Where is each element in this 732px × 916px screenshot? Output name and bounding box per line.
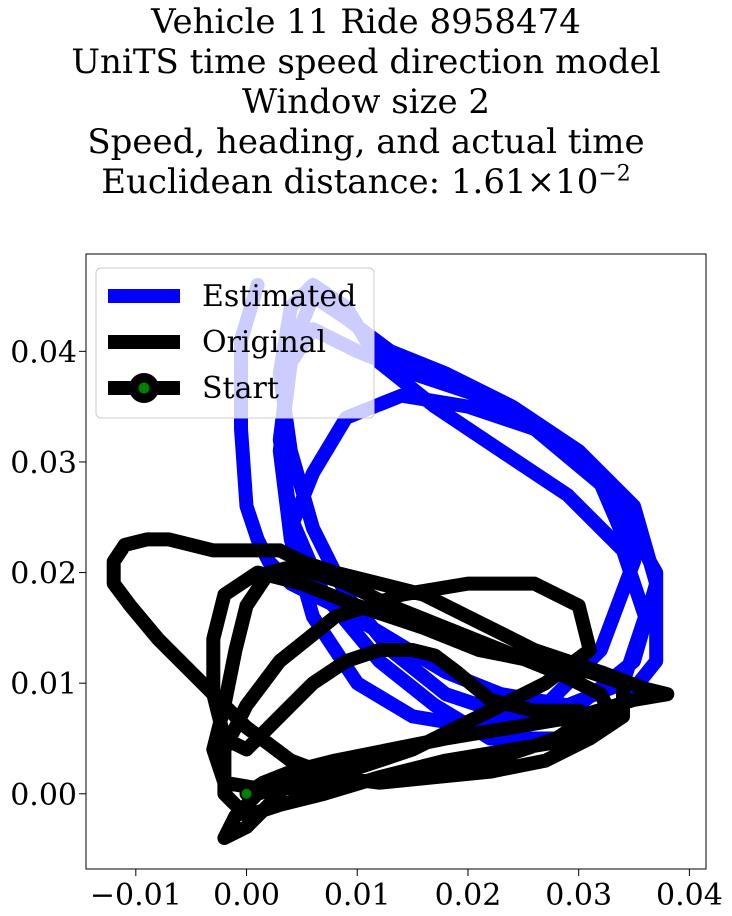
y-tick-label: 0.01: [10, 667, 77, 702]
title-line-4: Speed, heading, and actual time: [87, 122, 645, 162]
x-tick-label: −0.01: [90, 878, 182, 913]
x-tick-label: 0.04: [656, 878, 723, 913]
title-line-2: UniTS time speed direction model: [71, 42, 661, 82]
legend-label-start: Start: [202, 371, 279, 406]
title-times-sign: ×: [526, 162, 556, 202]
x-tick-label: 0.03: [545, 878, 612, 913]
title-line-3: Window size 2: [241, 82, 491, 122]
y-tick-label: 0.02: [10, 557, 77, 592]
legend-label-original: Original: [202, 325, 326, 360]
series-layer: [106, 278, 675, 845]
legend: Estimated Original Start: [95, 267, 375, 419]
start-marker: [240, 787, 253, 800]
x-tick-label: 0.01: [324, 878, 391, 913]
axes-layer: −0.01 0.00 0.01 0.02 0.03 0.04 0.00 0.01 0.02 0.0…: [10, 335, 723, 913]
y-tick-label: 0.00: [10, 778, 77, 813]
plot-frame: [85, 253, 707, 870]
title-line-1: Vehicle 11 Ride 8958474: [151, 2, 581, 42]
legend-label-estimated: Estimated: [202, 279, 356, 314]
chart-title: Vehicle 11 Ride 8958474 UniTS time speed…: [0, 2, 732, 202]
title-sci-base: 10: [555, 162, 599, 202]
title-distance-text: Euclidean distance: 1.61: [101, 162, 527, 202]
x-tick-label: 0.00: [213, 878, 280, 913]
y-tick-label: 0.04: [10, 335, 77, 370]
legend-box: [95, 267, 375, 419]
y-tick-label: 0.03: [10, 446, 77, 481]
series-line-original: [106, 532, 675, 845]
title-sci-exponent: −2: [598, 161, 631, 187]
title-line-5: Euclidean distance: 1.61×10−2: [0, 162, 732, 202]
x-tick-label: 0.02: [435, 878, 502, 913]
legend-marker-dot: [138, 382, 150, 394]
